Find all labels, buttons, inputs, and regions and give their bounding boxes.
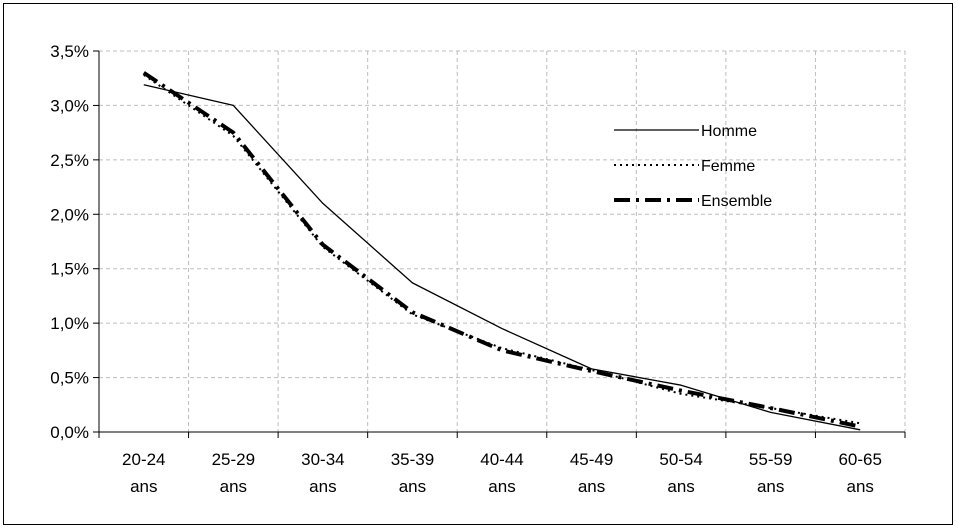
legend-label-homme: Homme [701, 123, 757, 140]
y-tick-label: 0,0% [50, 423, 89, 442]
y-tick-label: 3,5% [50, 42, 89, 61]
y-tick-label: 2,5% [50, 151, 89, 170]
y-tick-label: 3,0% [50, 96, 89, 115]
y-tick-label: 0,5% [50, 369, 89, 388]
legend-label-ensemble: Ensemble [701, 193, 772, 210]
legend: Homme Femme Ensemble [614, 123, 772, 210]
y-tick-label: 2,0% [50, 205, 89, 224]
y-tick-label: 1,0% [50, 314, 89, 333]
y-tick-label: 1,5% [50, 260, 89, 279]
gridlines [99, 51, 905, 432]
legend-label-femme: Femme [701, 158, 755, 175]
